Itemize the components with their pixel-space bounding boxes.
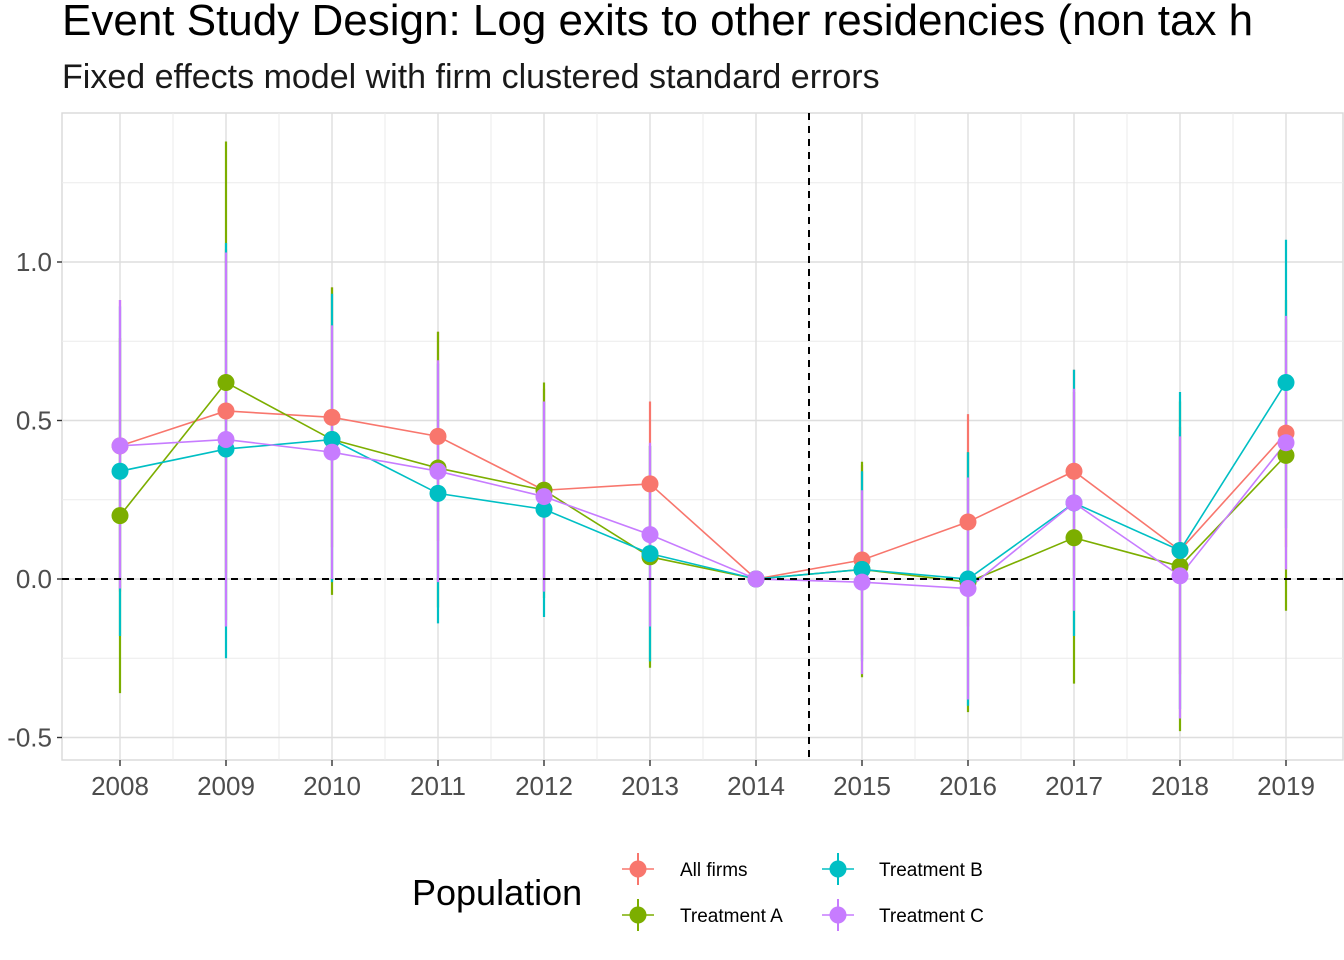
legend-item: Treatment A (622, 899, 783, 931)
series-line (119, 438, 1287, 590)
legend-item: All firms (622, 853, 748, 885)
data-point (429, 427, 447, 445)
data-point (959, 580, 977, 598)
x-tick-label: 2017 (1045, 771, 1103, 801)
data-point (1171, 567, 1189, 585)
data-point (429, 462, 447, 480)
x-tick-label: 2008 (91, 771, 149, 801)
data-point (747, 570, 765, 588)
x-tick-label: 2016 (939, 771, 997, 801)
plot-panel (61, 112, 1344, 761)
y-tick-label: 0.0 (16, 564, 52, 594)
data-point (535, 500, 553, 518)
legend-label: Treatment C (879, 906, 984, 927)
x-tick-label: 2019 (1257, 771, 1315, 801)
data-point (641, 526, 659, 544)
legend-key-point (829, 860, 847, 878)
y-tick-label: 0.5 (16, 406, 52, 436)
data-point (323, 431, 341, 449)
legend-key-point (629, 906, 647, 924)
data-point (217, 431, 235, 449)
data-point (1277, 373, 1295, 391)
chart-subtitle: Fixed effects model with firm clustered … (62, 58, 880, 96)
data-point (1277, 434, 1295, 452)
x-tick-label: 2010 (303, 771, 361, 801)
data-point (111, 437, 129, 455)
legend-label: Treatment B (879, 860, 983, 881)
x-tick-label: 2015 (833, 771, 891, 801)
data-point (1065, 462, 1083, 480)
y-axis: -0.5 0.0 0.5 1.0 (7, 247, 62, 753)
data-point (1065, 494, 1083, 512)
data-point (535, 488, 553, 506)
series-line (119, 382, 1287, 580)
x-tick-label: 2009 (197, 771, 255, 801)
x-axis: 2008 2009 2010 2011 2012 2013 2014 2015 2016 2017… (91, 760, 1315, 801)
legend-label: All firms (680, 860, 748, 881)
x-tick-label: 2018 (1151, 771, 1209, 801)
chart-title: Event Study Design: Log exits to other r… (62, 0, 1254, 45)
legend: Population All firms Treatment A Treatment … (412, 853, 984, 931)
data-point (217, 373, 235, 391)
data-point (217, 402, 235, 420)
data-point (1277, 446, 1295, 464)
points-group (111, 431, 1295, 598)
data-point (641, 475, 659, 493)
data-point (111, 462, 129, 480)
data-point (323, 408, 341, 426)
series-line (119, 381, 1287, 583)
data-point (111, 507, 129, 525)
y-tick-label: -0.5 (7, 723, 52, 753)
legend-title: Population (412, 872, 582, 913)
data-point (959, 513, 977, 531)
x-tick-label: 2014 (727, 771, 785, 801)
x-tick-label: 2011 (410, 771, 466, 801)
data-point (1065, 529, 1083, 547)
legend-label: Treatment A (680, 906, 783, 927)
legend-item: Treatment C (822, 899, 984, 931)
y-tick-label: 1.0 (16, 247, 52, 277)
data-point (853, 560, 871, 578)
legend-key-point (629, 860, 647, 878)
data-point (641, 545, 659, 563)
data-point (323, 443, 341, 461)
x-tick-label: 2013 (621, 771, 679, 801)
data-point (853, 573, 871, 591)
series-line (119, 410, 1287, 580)
data-point (429, 484, 447, 502)
x-tick-label: 2012 (515, 771, 573, 801)
legend-key-point (829, 906, 847, 924)
data-point (1171, 541, 1189, 559)
legend-item: Treatment B (822, 853, 983, 885)
